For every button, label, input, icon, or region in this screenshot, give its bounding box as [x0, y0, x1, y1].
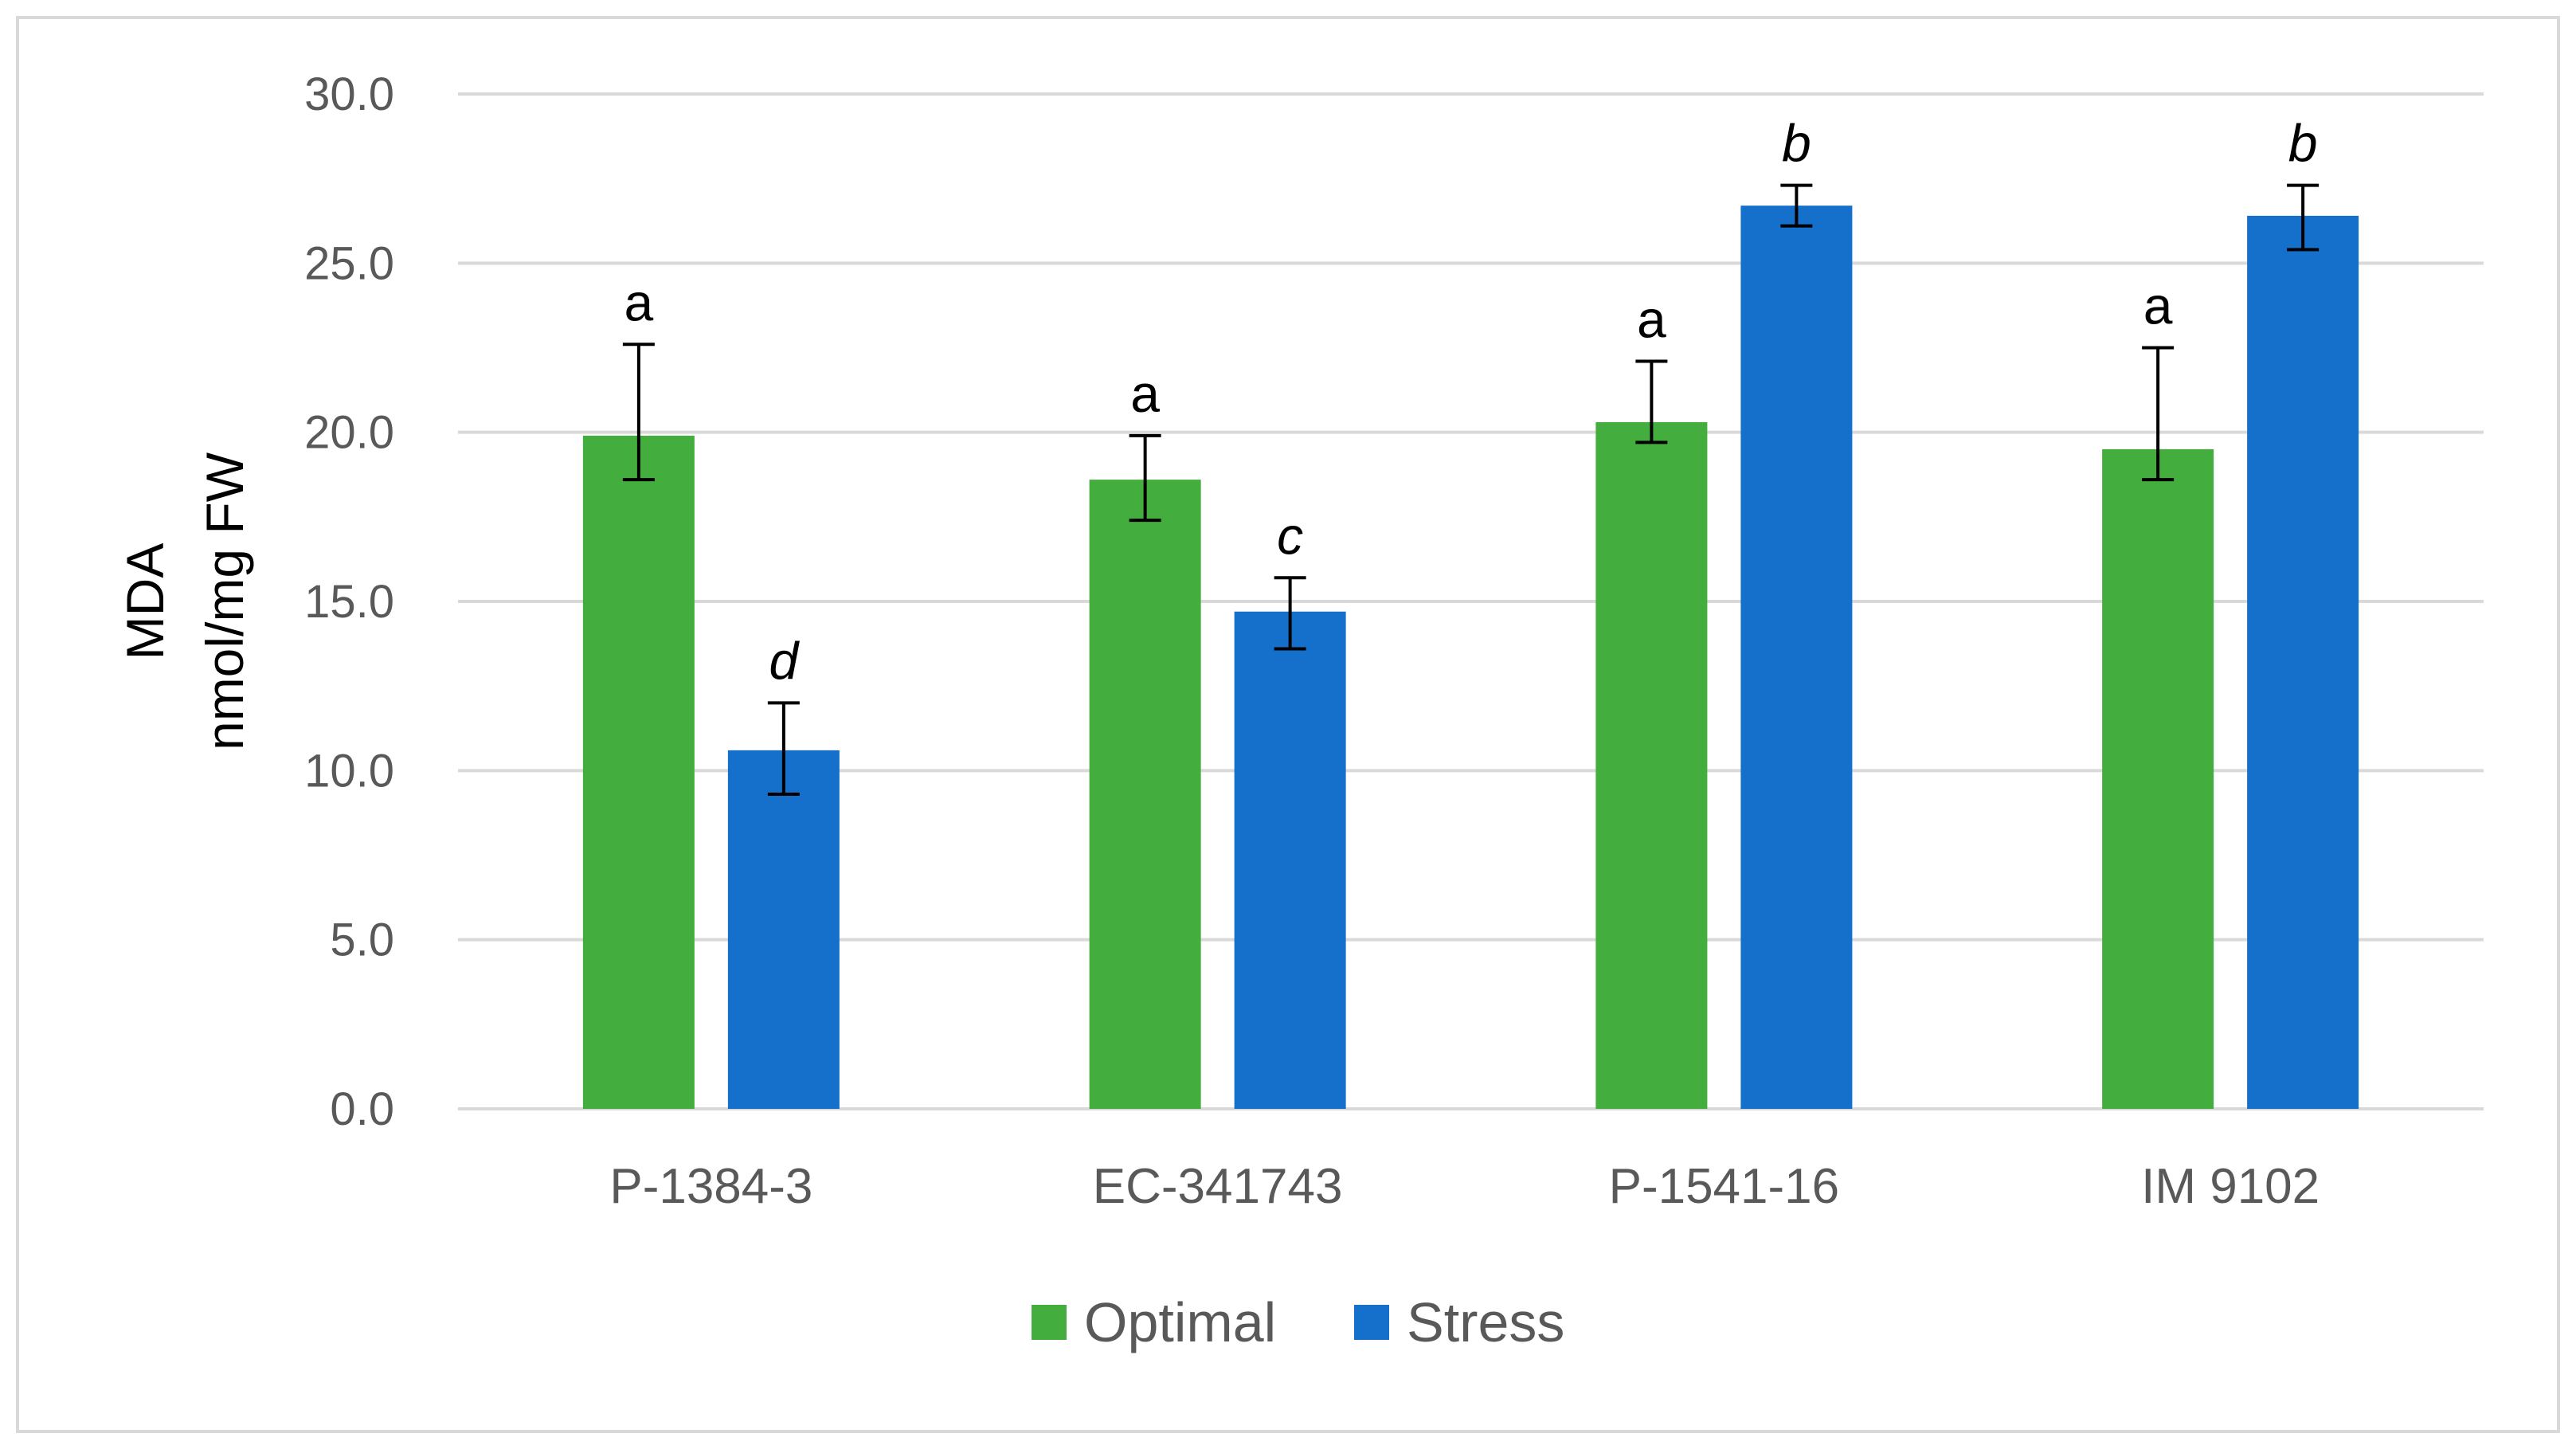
legend-swatch-stress: [1354, 1305, 1389, 1340]
x-category-label: P-1541-16: [1609, 1159, 1840, 1214]
significance-letter-optimal: a: [2143, 276, 2173, 335]
y-axis-ticks: 0.0 5.0 10.0 15.0 20.0 25.0 30.0: [304, 69, 394, 1135]
x-category-label: EC-341743: [1093, 1159, 1343, 1214]
error-bars: [622, 183, 2320, 797]
y-tick-label: 25.0: [304, 237, 394, 289]
y-axis-label: MDA nmol/mg FW: [115, 452, 254, 750]
legend: Optimal Stress: [1032, 1291, 1564, 1353]
legend-label-stress: Stress: [1407, 1291, 1564, 1353]
bars: [582, 206, 2359, 1109]
legend-label-optimal: Optimal: [1084, 1291, 1276, 1353]
significance-letters: a d a c a b a b: [624, 114, 2318, 691]
significance-letter-optimal: a: [624, 272, 654, 331]
y-tick-label: 15.0: [304, 576, 394, 628]
bar-stress: [1234, 611, 1346, 1109]
bar-optimal: [2102, 448, 2214, 1109]
significance-letter-optimal: a: [1130, 364, 1160, 423]
legend-swatch-optimal: [1032, 1305, 1067, 1340]
significance-letter-optimal: a: [1637, 289, 1666, 348]
y-tick-label: 30.0: [304, 69, 394, 120]
y-tick-label: 10.0: [304, 745, 394, 797]
y-axis-label-line-1: MDA: [115, 543, 174, 660]
bar-optimal: [582, 435, 695, 1109]
bar-stress: [1740, 206, 1853, 1109]
y-tick-label: 20.0: [304, 407, 394, 459]
bar-stress: [2247, 215, 2359, 1109]
x-category-label: IM 9102: [2141, 1159, 2320, 1214]
y-axis-label-line-2: nmol/mg FW: [195, 452, 254, 750]
significance-letter-stress: d: [769, 631, 801, 690]
bar-optimal: [1089, 480, 1201, 1109]
significance-letter-stress: b: [2288, 114, 2318, 173]
bar-optimal: [1595, 421, 1708, 1109]
y-tick-label: 5.0: [330, 914, 394, 966]
bar-stress: [727, 750, 840, 1109]
x-category-label: P-1384-3: [609, 1159, 812, 1214]
significance-letter-stress: b: [1782, 114, 1811, 173]
significance-letter-stress: c: [1277, 506, 1303, 565]
y-tick-label: 0.0: [330, 1083, 394, 1135]
x-axis-categories: P-1384-3 EC-341743 P-1541-16 IM 9102: [609, 1159, 2320, 1214]
